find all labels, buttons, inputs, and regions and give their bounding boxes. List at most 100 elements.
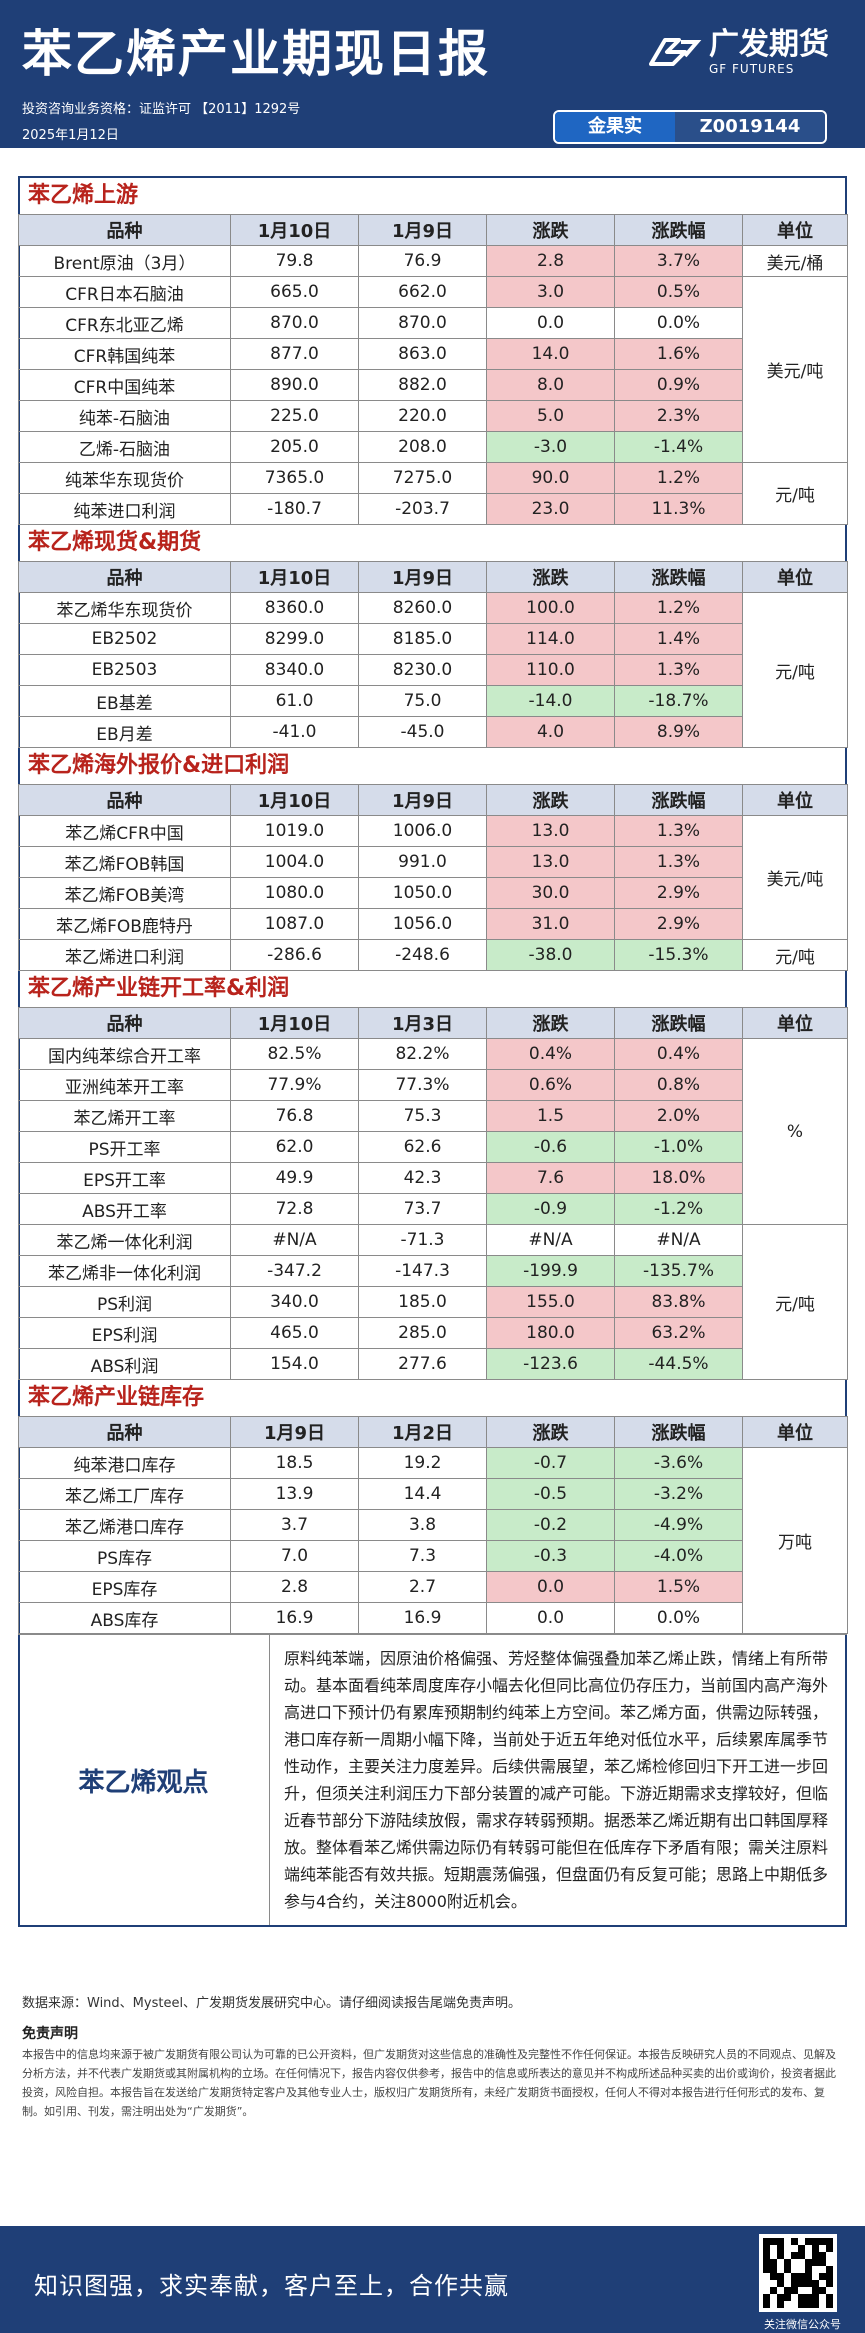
cell-pct: 0.8% (614, 1069, 743, 1101)
cell-c2: 1006.0 (358, 815, 487, 847)
cell-pct: 0.5% (614, 276, 743, 308)
cell-c1: 1080.0 (230, 877, 359, 909)
column-header: 1月9日 (358, 214, 487, 246)
cell-c1: 77.9% (230, 1069, 359, 1101)
table-header-row: 品种 1月9日 1月2日 涨跌 涨跌幅 单位 (18, 1416, 848, 1448)
column-header: 涨跌幅 (614, 784, 743, 816)
cell-chg: 7.6 (486, 1162, 615, 1194)
column-header: 品种 (18, 784, 231, 816)
column-header: 涨跌 (486, 784, 615, 816)
cell-chg: -0.2 (486, 1509, 615, 1541)
cell-unit: % (742, 1038, 848, 1225)
cell-name: 苯乙烯FOB鹿特丹 (18, 908, 231, 940)
cell-c2: 73.7 (358, 1193, 487, 1225)
cell-c1: 72.8 (230, 1193, 359, 1225)
cell-c2: 285.0 (358, 1317, 487, 1349)
cell-c1: 890.0 (230, 369, 359, 401)
cell-c2: -71.3 (358, 1224, 487, 1256)
column-header: 1月9日 (358, 784, 487, 816)
cell-c1: 2.8 (230, 1571, 359, 1603)
column-header: 1月9日 (230, 1416, 359, 1448)
column-header: 品种 (18, 214, 231, 246)
report-content: 苯乙烯上游 品种 1月10日 1月9日 涨跌 涨跌幅 单位 Brent原油（3月） 79.8 76… (18, 176, 848, 1927)
table-row: 纯苯-石脑油 225.0 220.0 5.0 2.3% (18, 400, 848, 432)
table-row: 苯乙烯华东现货价 8360.0 8260.0 100.0 1.2% 元/吨 (18, 592, 848, 748)
cell-c2: -147.3 (358, 1255, 487, 1287)
cell-pct: 2.3% (614, 400, 743, 432)
cell-chg: 14.0 (486, 338, 615, 370)
cell-c2: 662.0 (358, 276, 487, 308)
cell-c2: 7275.0 (358, 462, 487, 494)
cell-name: EB月差 (18, 716, 231, 748)
cell-name: CFR东北亚乙烯 (18, 307, 231, 339)
cell-name: 苯乙烯华东现货价 (18, 592, 231, 624)
cell-unit: 元/吨 (742, 939, 848, 971)
cell-chg: 31.0 (486, 908, 615, 940)
cell-c2: 16.9 (358, 1602, 487, 1634)
cell-name: PS库存 (18, 1540, 231, 1572)
cell-pct: -135.7% (614, 1255, 743, 1287)
cell-chg: 5.0 (486, 400, 615, 432)
cell-pct: -18.7% (614, 685, 743, 717)
cell-c2: 8185.0 (358, 623, 487, 655)
cell-name: 纯苯华东现货价 (18, 462, 231, 494)
table-row: 亚洲纯苯开工率 77.9% 77.3% 0.6% 0.8% (18, 1069, 848, 1101)
cell-name: EPS利润 (18, 1317, 231, 1349)
cell-name: ABS开工率 (18, 1193, 231, 1225)
cell-c1: -180.7 (230, 493, 359, 525)
cell-chg: -123.6 (486, 1348, 615, 1380)
cell-name: ABS利润 (18, 1348, 231, 1380)
section-title: 苯乙烯产业链库存 (28, 1385, 205, 1410)
cell-unit: 元/吨 (742, 592, 848, 748)
section-title: 苯乙烯现货&期货 (28, 530, 202, 555)
cell-pct: 18.0% (614, 1162, 743, 1194)
cell-c1: 340.0 (230, 1286, 359, 1318)
cell-name: 乙烯-石脑油 (18, 431, 231, 463)
cell-c2: 82.2% (358, 1038, 487, 1070)
report-footer: 数据来源：Wind、Mysteel、广发期货发展研究中心。请仔细阅读报告尾端免责… (18, 1986, 847, 2121)
data-sections: 苯乙烯上游 品种 1月10日 1月9日 涨跌 涨跌幅 单位 Brent原油（3月） 79.8 76… (18, 178, 848, 1634)
table-row: 苯乙烯FOB美湾 1080.0 1050.0 30.0 2.9% (18, 877, 848, 909)
cell-c1: 1019.0 (230, 815, 359, 847)
table-row: 苯乙烯CFR中国 1019.0 1006.0 13.0 1.3% 美元/吨 (18, 815, 848, 940)
column-header: 1月10日 (230, 561, 359, 593)
cell-c1: 18.5 (230, 1447, 359, 1479)
cell-c2: 19.2 (358, 1447, 487, 1479)
cell-pct: #N/A (614, 1224, 743, 1256)
cell-c2: 870.0 (358, 307, 487, 339)
cell-c2: 8230.0 (358, 654, 487, 686)
cell-c2: 76.9 (358, 245, 487, 277)
cell-chg: 0.0 (486, 1602, 615, 1634)
cell-chg: 114.0 (486, 623, 615, 655)
column-header: 单位 (742, 784, 848, 816)
section-title: 苯乙烯海外报价&进口利润 (28, 753, 290, 778)
cell-name: EB基差 (18, 685, 231, 717)
cell-pct: 1.6% (614, 338, 743, 370)
cell-name: PS利润 (18, 1286, 231, 1318)
cell-pct: 1.3% (614, 846, 743, 878)
cell-name: EB2502 (18, 623, 231, 655)
cell-c2: 2.7 (358, 1571, 487, 1603)
cell-c1: -286.6 (230, 939, 359, 971)
column-header: 单位 (742, 561, 848, 593)
data-table: 品种 1月10日 1月3日 涨跌 涨跌幅 单位 国内纯苯综合开工率 82.5% 82.2% 0.4… (18, 1007, 848, 1380)
cell-c2: 1056.0 (358, 908, 487, 940)
cell-c2: 863.0 (358, 338, 487, 370)
cell-chg: 13.0 (486, 846, 615, 878)
cell-c2: 185.0 (358, 1286, 487, 1318)
cell-pct: -4.9% (614, 1509, 743, 1541)
data-table: 品种 1月10日 1月9日 涨跌 涨跌幅 单位 苯乙烯华东现货价 8360.0 8260.0 10… (18, 561, 848, 748)
cell-c2: -248.6 (358, 939, 487, 971)
table-row: EB月差 -41.0 -45.0 4.0 8.9% (18, 716, 848, 748)
cell-chg: 8.0 (486, 369, 615, 401)
cell-c2: 277.6 (358, 1348, 487, 1380)
column-header: 涨跌幅 (614, 1007, 743, 1039)
column-header: 涨跌幅 (614, 1416, 743, 1448)
cell-c2: 220.0 (358, 400, 487, 432)
cell-pct: 2.9% (614, 877, 743, 909)
cell-chg: 3.0 (486, 276, 615, 308)
cell-name: CFR韩国纯苯 (18, 338, 231, 370)
disclaimer-text: 本报告中的信息均来源于被广发期货有限公司认为可靠的已公开资料，但广发期货对这些信… (22, 2048, 836, 2118)
cell-c1: 8340.0 (230, 654, 359, 686)
cell-pct: -3.2% (614, 1478, 743, 1510)
